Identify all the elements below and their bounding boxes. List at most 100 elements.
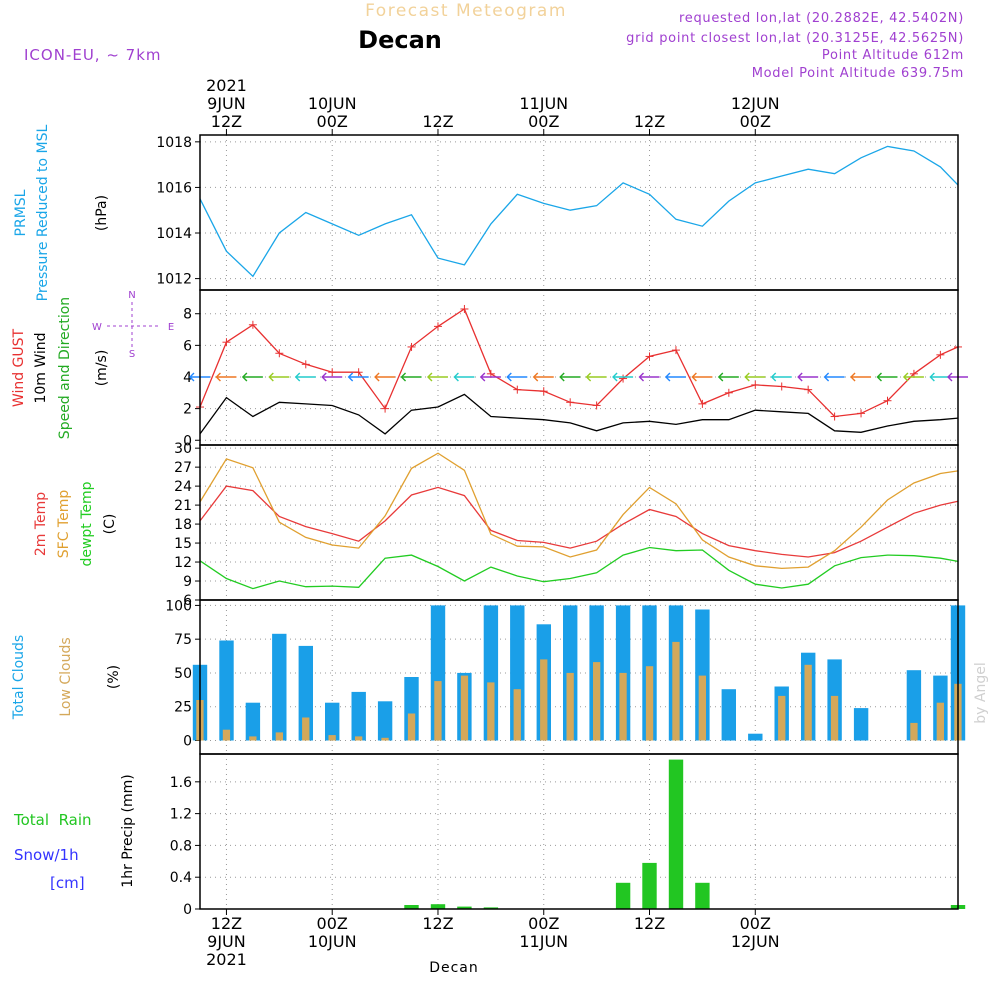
gust-label: Wind GUST [11,328,27,407]
precip-panel-labels: Total Rain Snow/1h [cm] 1hr Precip (mm) [13,774,136,892]
bar-low-clouds [910,722,918,741]
top-time-label: 00Z [528,112,559,131]
wind-arrow-head [947,372,953,382]
top-time-label: 9JUN [207,94,246,113]
wind-arrow-head [321,372,327,382]
y-tick-label: 12 [174,555,192,571]
wind-unit: (m/s) [94,350,110,387]
panel-clouds: 0 25 50 75 100 [165,598,966,755]
gust-marker [592,401,601,410]
cloud-unit: (%) [106,665,122,689]
panel-wind: 0 2 4 6 8 [183,289,968,449]
wind-arrow-head [823,372,830,382]
y-tick-label: 8 [183,307,192,323]
wind-arrow-head [902,372,909,382]
bottom-time-label: 12Z [211,914,242,933]
y-tick-label: 0.8 [170,838,192,854]
series-line-prmsl [199,145,959,278]
prmsl-label: PRMSL [13,189,29,236]
bottom-time-label: 2021 [206,950,247,969]
footer-location: Decan [429,960,479,976]
y-tick-label: 1016 [156,180,192,196]
y-tick-label: 9 [183,574,192,590]
bar-low-clouds [249,736,257,741]
snow-unit: [cm] [50,874,85,892]
gust-marker [328,368,337,377]
bar-total-clouds [298,645,313,741]
bar-low-clouds [698,675,706,741]
gust-marker [619,374,628,383]
bar-total-rain [430,904,446,909]
bar-total-clouds [272,633,287,741]
compass-west: W [92,322,102,333]
wind-label: 10m Wind [33,332,49,403]
bar-low-clouds [936,702,944,741]
panel-frame [199,753,959,910]
bar-low-clouds [381,737,389,741]
wind-arrow-head [215,372,221,382]
gust-marker [301,360,310,369]
gust-marker [777,382,786,391]
bottom-time-label: 12JUN [731,932,780,951]
watermark: by Angel [973,662,989,723]
total-clouds-label: Total Clouds [11,635,27,720]
wind-arrow-head [268,372,274,382]
wind-arrow-head [374,372,380,382]
sfc-label: SFC Temp [56,490,72,559]
bottom-time-label: 10JUN [308,932,357,951]
top-time-label: 10JUN [308,94,357,113]
gust-marker [883,396,892,405]
compass-east: E [168,322,174,333]
gust-marker [751,380,760,389]
y-tick-label: 0 [183,733,192,749]
bar-low-clouds [513,689,521,741]
bar-low-clouds [275,732,283,741]
top-time-label: 11JUN [519,94,568,113]
bar-low-clouds [434,681,442,741]
wind-arrow-head [638,372,645,382]
y-tick-label: 1012 [156,272,192,288]
panel-frame [199,134,959,291]
bar-total-clouds [245,702,261,741]
y-tick-label: 1018 [156,135,192,151]
requested-coords: requested lon,lat (20.2882E, 42.5402N) [679,11,964,26]
bottom-time-label: 9JUN [207,932,246,951]
bar-total-clouds [853,708,869,741]
meteogram-title: Forecast Meteogram [365,1,567,21]
wind-arrow-head [850,372,856,382]
gust-marker [936,350,945,359]
wind-arrow-head [664,372,671,382]
snow-label: Snow/1h [14,846,79,864]
bar-total-rain [615,882,631,909]
pressure-panel-labels: PRMSL Pressure Reduced to MSL (hPa) [13,124,110,301]
bottom-time-label: 00Z [528,914,559,933]
bar-low-clouds [804,664,812,741]
bar-low-clouds [328,735,336,741]
wind-arrow-head [585,372,592,382]
compass-north: N [128,290,135,301]
panel-frame [199,599,959,755]
wind-arrow-head [479,372,486,382]
dew-label: dewpt Temp [79,481,95,566]
y-tick-label: 0 [183,902,192,918]
bar-low-clouds [645,666,654,741]
top-time-label: 12JUN [731,94,780,113]
y-tick-label: 27 [174,460,192,476]
bar-total-clouds [721,689,736,741]
bar-low-clouds [302,717,310,741]
low-clouds-label: Low Clouds [58,637,74,716]
bar-total-rain [695,882,710,909]
y-tick-label: 30 [174,441,192,457]
gust-marker [460,304,469,313]
gust-marker [381,404,390,413]
top-time-label: 12Z [211,112,242,131]
gust-marker [275,349,284,358]
wind-arrow-head [797,372,803,382]
y-tick-label: 0.4 [170,870,192,886]
wind-arrow-head [347,372,354,382]
gust-marker [248,320,257,329]
top-time-label: 2021 [206,76,247,95]
wind-arrow-head [744,372,750,382]
bar-total-clouds [748,733,763,741]
